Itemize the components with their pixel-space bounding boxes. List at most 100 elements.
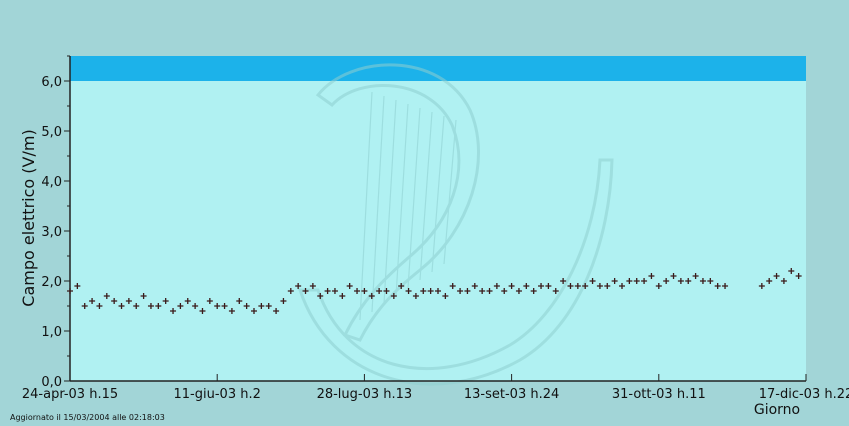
data-point (722, 283, 729, 289)
data-point (339, 293, 346, 299)
x-tick-label: 17-dic-03 h.22 (759, 387, 849, 402)
data-point (493, 283, 500, 289)
data-point (376, 288, 383, 294)
data-point (295, 283, 302, 289)
y-tick-label: 3,0 (41, 225, 62, 240)
y-tick-label: 0,0 (41, 375, 62, 390)
data-point (530, 288, 537, 294)
x-tick-label: 28-lug-03 h.13 (317, 387, 413, 402)
data-point (574, 283, 581, 289)
y-tick-label: 2,0 (41, 275, 62, 290)
data-point (368, 293, 375, 299)
data-point (596, 283, 603, 289)
x-tick-label: 13-set-03 h.24 (464, 387, 559, 402)
data-point (89, 298, 96, 304)
data-point (766, 278, 773, 284)
data-point (471, 283, 478, 289)
data-point (214, 303, 221, 309)
data-point (663, 278, 670, 284)
x-tick-label: 11-giu-03 h.2 (174, 387, 261, 402)
data-point (677, 278, 684, 284)
data-point (324, 288, 331, 294)
data-point (435, 288, 441, 294)
data-point (287, 288, 294, 294)
data-point (346, 283, 353, 289)
y-tick-label: 1,0 (41, 325, 62, 340)
data-point (302, 288, 309, 294)
x-axis: 24-apr-03 h.15 11-giu-03 h.2 28-lug-03 h.1… (22, 374, 849, 402)
data-point (442, 293, 449, 299)
data-point (67, 288, 73, 294)
data-point (464, 288, 471, 294)
data-point (147, 303, 154, 309)
data-point (648, 273, 655, 279)
data-point (251, 308, 257, 314)
data-point (567, 283, 574, 289)
data-point (538, 283, 545, 289)
data-point (361, 288, 368, 294)
data-point (582, 283, 589, 289)
data-point (515, 288, 522, 294)
data-point (118, 303, 125, 309)
y-axis-label: Campo elettrico (V/m) (19, 129, 38, 306)
data-point (633, 278, 640, 284)
data-point (383, 288, 390, 294)
data-point (692, 273, 699, 279)
plot-area (70, 56, 806, 381)
data-point (449, 283, 456, 289)
data-point (619, 283, 625, 289)
data-point (604, 283, 611, 289)
data-point (309, 283, 316, 289)
data-point (125, 298, 132, 304)
data-point (111, 298, 118, 304)
data-point (707, 278, 714, 284)
data-point (508, 283, 515, 289)
data-point (420, 288, 427, 294)
data-point (626, 278, 633, 284)
data-point (390, 293, 397, 299)
data-point (795, 273, 802, 279)
data-point (199, 308, 206, 314)
data-point (236, 298, 243, 304)
data-point (685, 278, 692, 284)
data-point (265, 303, 272, 309)
data-point (155, 303, 162, 309)
data-point (641, 278, 648, 284)
data-point (170, 308, 177, 314)
data-point (273, 308, 280, 314)
data-point (501, 288, 508, 294)
data-point (74, 283, 81, 289)
x-tick-label: 24-apr-03 h.15 (22, 387, 118, 402)
y-tick-label: 5,0 (41, 125, 62, 140)
data-point (479, 288, 486, 294)
data-point (545, 283, 552, 289)
data-point (331, 288, 338, 294)
data-point (81, 303, 88, 309)
data-point (243, 303, 250, 309)
data-point (552, 288, 559, 294)
data-point (457, 288, 464, 294)
data-point (398, 283, 405, 289)
data-point (427, 288, 434, 294)
data-point (192, 303, 199, 309)
data-point (140, 293, 147, 299)
y-tick-label: 6,0 (41, 75, 62, 90)
data-point (317, 293, 324, 299)
data-point (162, 298, 169, 304)
data-point (523, 283, 530, 289)
harp-logo (297, 63, 614, 386)
data-point (184, 298, 191, 304)
data-points (67, 268, 802, 314)
data-point (560, 278, 567, 284)
y-tick-label: 4,0 (41, 175, 62, 190)
data-point (280, 298, 287, 304)
x-axis-label: Giorno (754, 402, 800, 418)
data-point (412, 293, 419, 299)
data-point (773, 273, 780, 279)
data-point (758, 283, 765, 289)
data-point (699, 278, 706, 284)
x-tick-label: 31-ott-03 h.11 (612, 387, 706, 402)
data-point (354, 288, 361, 294)
